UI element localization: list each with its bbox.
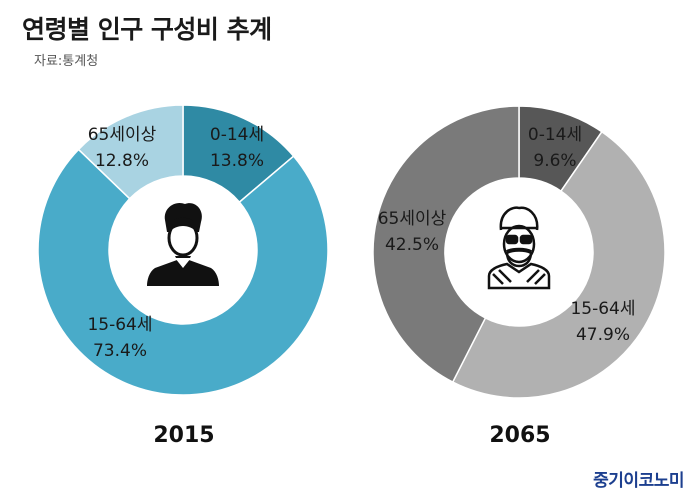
slice-category-label-2015-65plus: 65세이상 (88, 125, 157, 145)
chart-title: 연령별 인구 구성비 추계 (22, 15, 272, 44)
elderly-person-icon (487, 206, 551, 290)
source-note: 자료:통계청 (34, 54, 99, 69)
slice-2015-65plus (77, 104, 184, 200)
slice-value-label-2065-65plus: 42.5% (385, 235, 439, 255)
slice-value-label-2015-65plus: 12.8% (95, 151, 149, 171)
donut-2015: 0-14세 13.8% 15-64세 73.4% 65세이상 12.8% (37, 104, 329, 396)
year-label-2065: 2065 (489, 423, 551, 448)
slice-category-label-2065-15-64: 15-64세 (570, 299, 635, 319)
slice-category-label-2015-15-64: 15-64세 (87, 315, 152, 335)
young-person-icon (147, 202, 219, 286)
slice-category-label-2065-0-14: 0-14세 (528, 125, 582, 145)
slice-value-label-2015-15-64: 73.4% (93, 341, 147, 361)
year-label-2015: 2015 (153, 423, 215, 448)
slice-value-label-2065-15-64: 47.9% (576, 325, 630, 345)
slice-2065-65plus (372, 105, 520, 384)
slice-2065-15-64 (451, 130, 666, 399)
donut-2065: 0-14세 9.6% 15-64세 47.9% 65세이상 42.5% (372, 105, 666, 399)
slice-2015-15-64 (37, 148, 329, 396)
slice-category-label-2065-65plus: 65세이상 (378, 209, 447, 229)
brand-logo: 중기이코노미 (593, 471, 684, 491)
slice-value-label-2015-0-14: 13.8% (210, 151, 264, 171)
slice-category-label-2015-0-14: 0-14세 (210, 125, 264, 145)
slice-value-label-2065-0-14: 9.6% (533, 151, 576, 171)
